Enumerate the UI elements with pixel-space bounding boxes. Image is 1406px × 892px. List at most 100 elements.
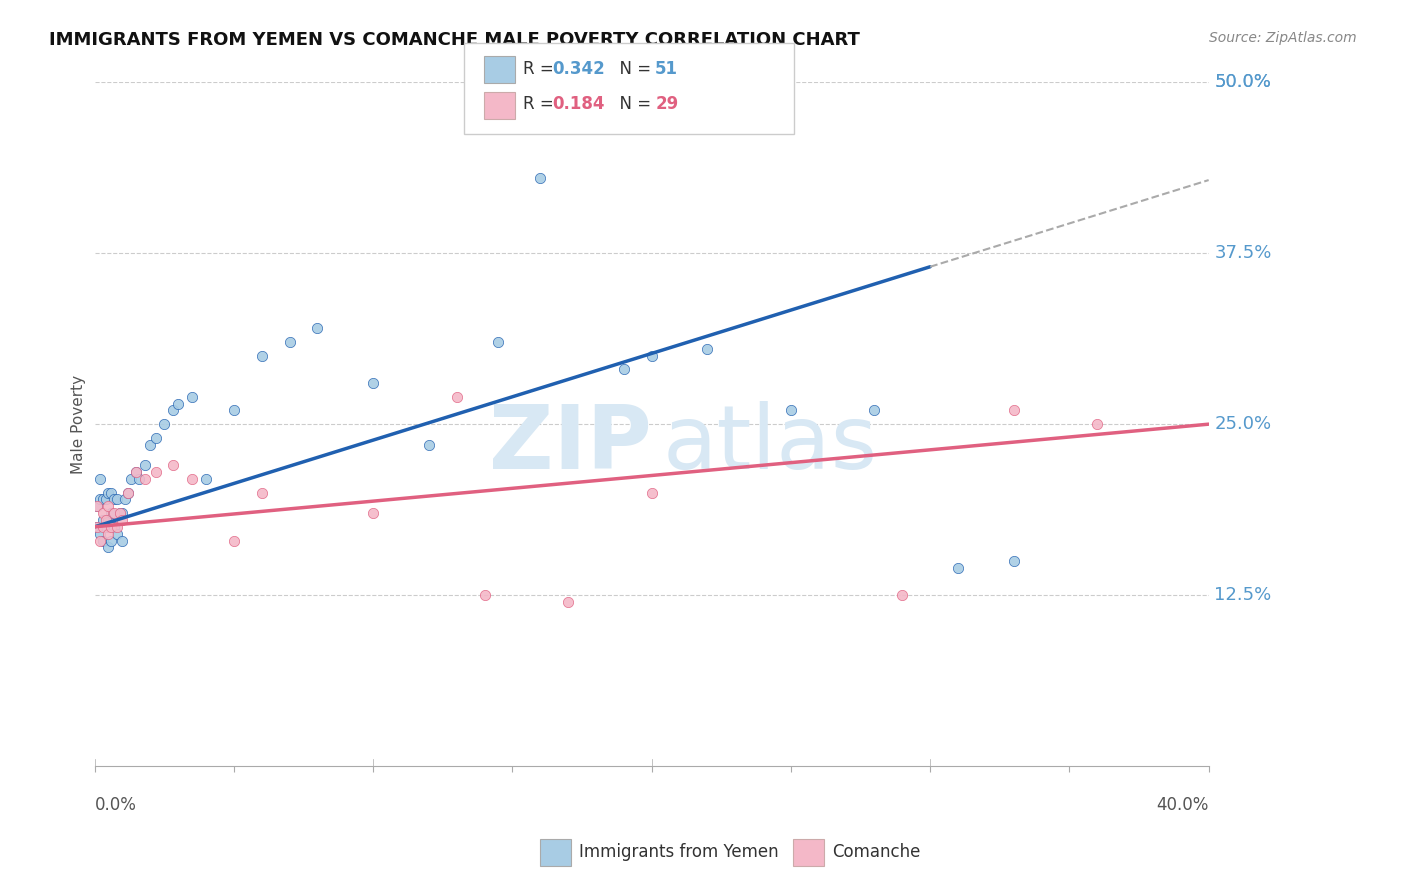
Point	[89, 533, 111, 548]
Point	[91, 506, 114, 520]
Text: 25.0%: 25.0%	[1215, 415, 1271, 434]
Point	[86, 500, 108, 514]
Point	[1002, 554, 1025, 568]
Point	[125, 465, 148, 479]
Text: 40.0%: 40.0%	[1156, 797, 1209, 814]
Point	[97, 526, 120, 541]
Point	[134, 472, 156, 486]
Text: Source: ZipAtlas.com: Source: ZipAtlas.com	[1209, 31, 1357, 45]
Point	[91, 492, 114, 507]
Point	[89, 492, 111, 507]
Point	[640, 485, 662, 500]
Text: 0.184: 0.184	[553, 95, 605, 113]
Point	[86, 520, 108, 534]
Point	[105, 526, 128, 541]
Text: 51: 51	[655, 60, 678, 78]
Point	[103, 520, 125, 534]
Point	[117, 485, 139, 500]
Point	[222, 403, 245, 417]
Text: 0.0%: 0.0%	[94, 797, 136, 814]
Point	[97, 500, 120, 514]
Point	[529, 170, 551, 185]
Point	[103, 506, 125, 520]
Point	[488, 334, 510, 349]
Y-axis label: Male Poverty: Male Poverty	[72, 375, 86, 474]
Point	[361, 376, 384, 390]
Point	[114, 492, 136, 507]
Point	[100, 533, 122, 548]
Point	[145, 465, 167, 479]
Point	[640, 349, 662, 363]
Point	[946, 561, 969, 575]
Point	[863, 403, 886, 417]
Point	[97, 541, 120, 555]
Text: atlas: atlas	[662, 401, 877, 488]
Point	[100, 506, 122, 520]
Point	[418, 438, 440, 452]
Text: 50.0%: 50.0%	[1215, 73, 1271, 91]
Text: 37.5%: 37.5%	[1215, 244, 1271, 262]
Point	[139, 438, 162, 452]
Text: Immigrants from Yemen: Immigrants from Yemen	[579, 843, 779, 861]
Point	[120, 472, 142, 486]
Point	[162, 458, 184, 473]
Point	[278, 334, 301, 349]
Point	[94, 520, 117, 534]
Point	[105, 520, 128, 534]
Text: IMMIGRANTS FROM YEMEN VS COMANCHE MALE POVERTY CORRELATION CHART: IMMIGRANTS FROM YEMEN VS COMANCHE MALE P…	[49, 31, 860, 49]
Point	[94, 513, 117, 527]
Point	[105, 492, 128, 507]
Point	[181, 472, 204, 486]
Point	[696, 342, 718, 356]
Point	[100, 485, 122, 500]
Point	[222, 533, 245, 548]
Point	[446, 390, 468, 404]
Point	[100, 520, 122, 534]
Text: 50.0%: 50.0%	[1215, 73, 1271, 91]
Point	[1002, 403, 1025, 417]
Point	[111, 513, 134, 527]
Point	[167, 396, 190, 410]
Text: 29: 29	[655, 95, 679, 113]
Point	[613, 362, 636, 376]
Text: N =: N =	[609, 95, 657, 113]
Point	[361, 506, 384, 520]
Point	[108, 506, 131, 520]
Point	[557, 595, 579, 609]
Point	[891, 588, 914, 602]
Point	[153, 417, 176, 432]
Point	[94, 492, 117, 507]
Text: N =: N =	[609, 60, 657, 78]
Point	[134, 458, 156, 473]
Text: 0.342: 0.342	[553, 60, 606, 78]
Point	[474, 588, 496, 602]
Point	[111, 506, 134, 520]
Point	[86, 500, 108, 514]
Point	[89, 526, 111, 541]
Point	[111, 533, 134, 548]
Point	[250, 485, 273, 500]
Point	[91, 533, 114, 548]
Point	[162, 403, 184, 417]
Point	[307, 321, 329, 335]
Point	[97, 485, 120, 500]
Point	[181, 390, 204, 404]
Point	[91, 520, 114, 534]
Point	[128, 472, 150, 486]
Point	[117, 485, 139, 500]
Point	[108, 506, 131, 520]
Point	[125, 465, 148, 479]
Point	[103, 492, 125, 507]
Point	[91, 513, 114, 527]
Text: R =: R =	[523, 60, 560, 78]
Point	[97, 513, 120, 527]
Point	[86, 520, 108, 534]
Point	[780, 403, 803, 417]
Point	[195, 472, 218, 486]
Text: R =: R =	[523, 95, 560, 113]
Text: Comanche: Comanche	[832, 843, 921, 861]
Point	[1085, 417, 1108, 432]
Point	[250, 349, 273, 363]
Point	[145, 431, 167, 445]
Text: 12.5%: 12.5%	[1215, 586, 1271, 604]
